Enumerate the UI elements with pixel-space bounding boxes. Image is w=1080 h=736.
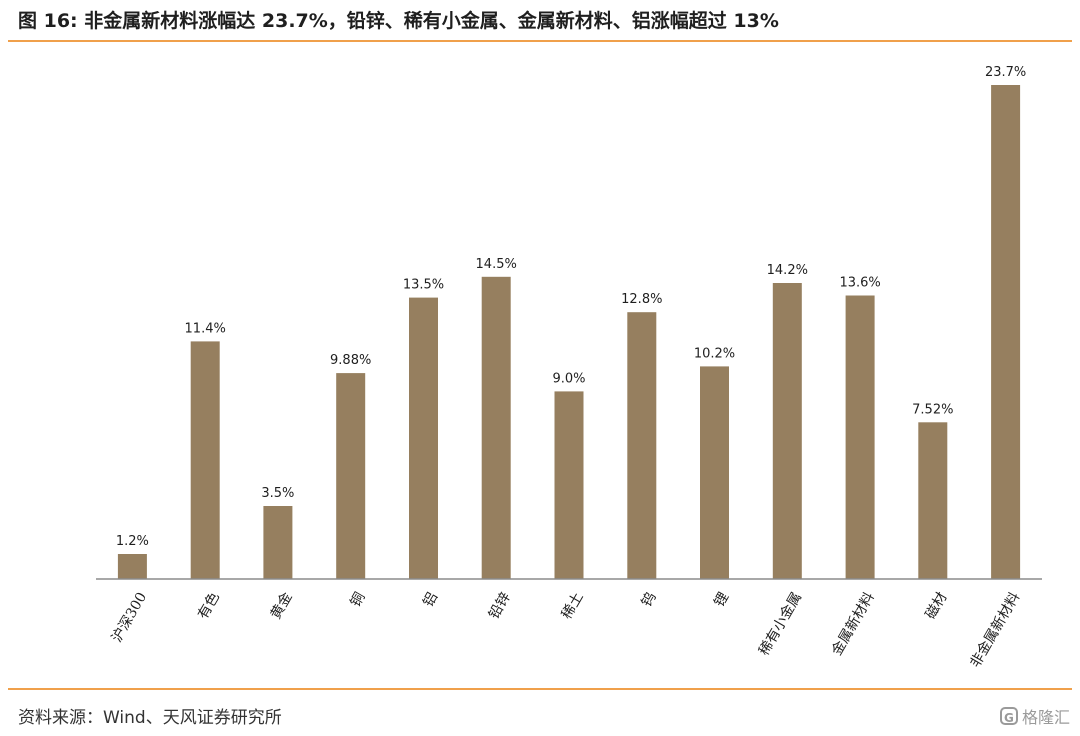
data-label-3: 9.88% <box>330 353 371 368</box>
data-label-0: 1.2% <box>116 534 149 549</box>
x-tick-label-9: 稀有小金属 <box>756 590 805 659</box>
data-label-1: 11.4% <box>185 321 226 336</box>
data-label-7: 12.8% <box>621 292 662 307</box>
x-tick-label-8: 锂 <box>711 590 732 610</box>
data-label-10: 13.6% <box>839 276 880 291</box>
data-label-9: 14.2% <box>767 263 808 278</box>
x-tick-label-5: 铅锌 <box>486 590 514 622</box>
watermark-logo-icon: G <box>999 707 1018 725</box>
title-divider <box>8 40 1072 42</box>
x-tick-label-4: 铝 <box>420 590 441 610</box>
x-tick-label-6: 稀土 <box>559 590 587 622</box>
watermark: G 格隆汇 <box>999 704 1070 728</box>
data-label-5: 14.5% <box>476 257 517 272</box>
bar-5 <box>481 276 511 579</box>
data-label-11: 7.52% <box>912 402 953 417</box>
bar-10 <box>845 295 875 579</box>
bar-12 <box>991 85 1021 579</box>
bar-chart: 1.2% 沪深300 11.4% 有色 3.5% 黄金 9.88% 铜 13.5% 铝 14.5% 铅… <box>96 65 1042 671</box>
x-tick-label-1: 有色 <box>194 589 223 622</box>
x-tick-label-12: 非金属新材料 <box>968 590 1024 671</box>
watermark-text: 格隆汇 <box>1021 708 1070 727</box>
bar-2 <box>263 506 293 579</box>
data-label-4: 13.5% <box>403 278 444 293</box>
source-note: 资料来源：Wind、天风证券研究所 <box>18 708 282 728</box>
data-label-6: 9.0% <box>552 371 585 386</box>
x-tick-label-2: 黄金 <box>267 589 296 622</box>
bar-6 <box>554 391 584 579</box>
data-label-8: 10.2% <box>694 346 735 361</box>
data-label-2: 3.5% <box>261 486 294 501</box>
data-label-12: 23.7% <box>985 65 1026 80</box>
x-tick-label-7: 钨 <box>639 590 660 610</box>
bar-4 <box>409 297 438 579</box>
bar-8 <box>700 366 729 579</box>
x-tick-label-3: 铜 <box>348 590 369 610</box>
x-tick-label-0: 沪深300 <box>109 590 150 645</box>
figure-title: 图 16: 非金属新材料涨幅达 23.7%，铅锌、稀有小金属、金属新材料、铝涨幅… <box>18 10 779 32</box>
bar-0 <box>117 554 147 579</box>
bar-3 <box>336 373 366 579</box>
bar-1 <box>190 341 220 579</box>
x-tick-label-11: 磁材 <box>923 590 951 622</box>
bar-9 <box>772 283 802 579</box>
source-divider <box>8 688 1072 690</box>
bar-11 <box>918 422 948 579</box>
bar-7 <box>627 312 657 579</box>
x-tick-label-10: 金属新材料 <box>829 590 878 659</box>
